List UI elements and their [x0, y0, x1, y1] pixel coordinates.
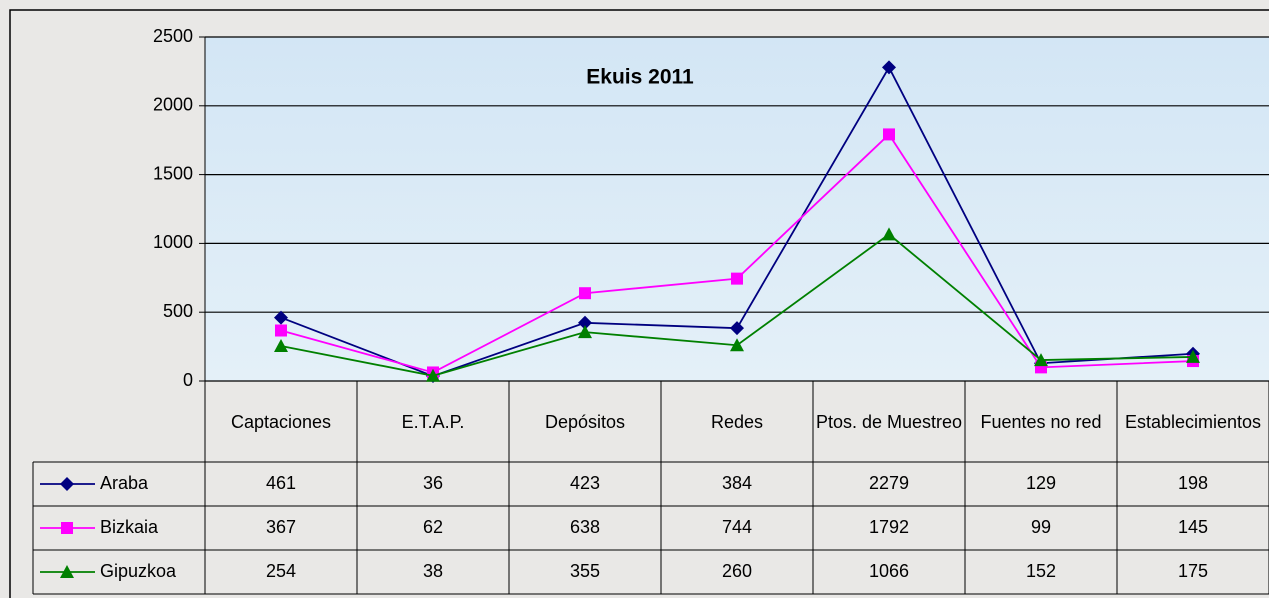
table-value: 367 — [266, 517, 296, 537]
marker — [730, 321, 744, 336]
marker — [578, 315, 592, 330]
table-value: 1066 — [869, 561, 909, 581]
table-value: 36 — [423, 473, 443, 493]
x-tick-label: Captaciones — [230, 411, 332, 432]
x-tick-label: E.T.A.P. — [401, 411, 465, 432]
legend-label: Bizkaia — [100, 517, 159, 537]
table-value: 638 — [570, 517, 600, 537]
marker — [426, 368, 440, 382]
marker — [274, 310, 288, 325]
table-value: 38 — [423, 561, 443, 581]
marker — [578, 325, 592, 339]
table-value: 355 — [570, 561, 600, 581]
table-value: 744 — [722, 517, 752, 537]
y-tick-label: 1000 — [153, 232, 193, 252]
y-tick-label: 0 — [183, 370, 193, 390]
legend-marker — [60, 477, 74, 491]
table-value: 254 — [266, 561, 296, 581]
chart-frame — [9, 9, 1269, 598]
table-value: 2279 — [869, 473, 909, 493]
legend-label: Gipuzkoa — [100, 561, 177, 581]
table-value: 260 — [722, 561, 752, 581]
marker — [275, 324, 287, 337]
y-tick-label: 500 — [163, 301, 193, 321]
x-tick-label: Ptos. de Muestreo — [815, 411, 963, 432]
table-value: 198 — [1178, 473, 1208, 493]
table-value: 145 — [1178, 517, 1208, 537]
marker — [882, 227, 896, 241]
table-value: 384 — [722, 473, 752, 493]
table-value: 99 — [1031, 517, 1051, 537]
legend-marker — [61, 522, 73, 534]
y-tick-label: 1500 — [153, 163, 193, 183]
table-value: 129 — [1026, 473, 1056, 493]
table-value: 423 — [570, 473, 600, 493]
x-tick-label: Depósitos — [544, 411, 626, 432]
marker — [1034, 353, 1048, 367]
table-value: 175 — [1178, 561, 1208, 581]
marker — [274, 339, 288, 353]
table-value: 461 — [266, 473, 296, 493]
y-tick-label: 2000 — [153, 95, 193, 115]
legend-label: Araba — [100, 473, 149, 493]
table-value: 1792 — [869, 517, 909, 537]
chart-title: Ekuis 2011 — [586, 66, 694, 89]
table-value: 152 — [1026, 561, 1056, 581]
legend-marker — [60, 565, 74, 578]
x-tick-label: Redes — [710, 411, 764, 432]
x-tick-label: Establecimientos — [1124, 411, 1262, 432]
marker — [579, 287, 591, 300]
y-tick-label: 2500 — [153, 26, 193, 46]
marker — [730, 338, 744, 352]
marker — [731, 272, 743, 285]
marker — [882, 60, 896, 75]
x-tick-label: Fuentes no red — [980, 411, 1102, 432]
marker — [883, 128, 895, 141]
marker — [1186, 349, 1200, 363]
table-value: 62 — [423, 517, 443, 537]
